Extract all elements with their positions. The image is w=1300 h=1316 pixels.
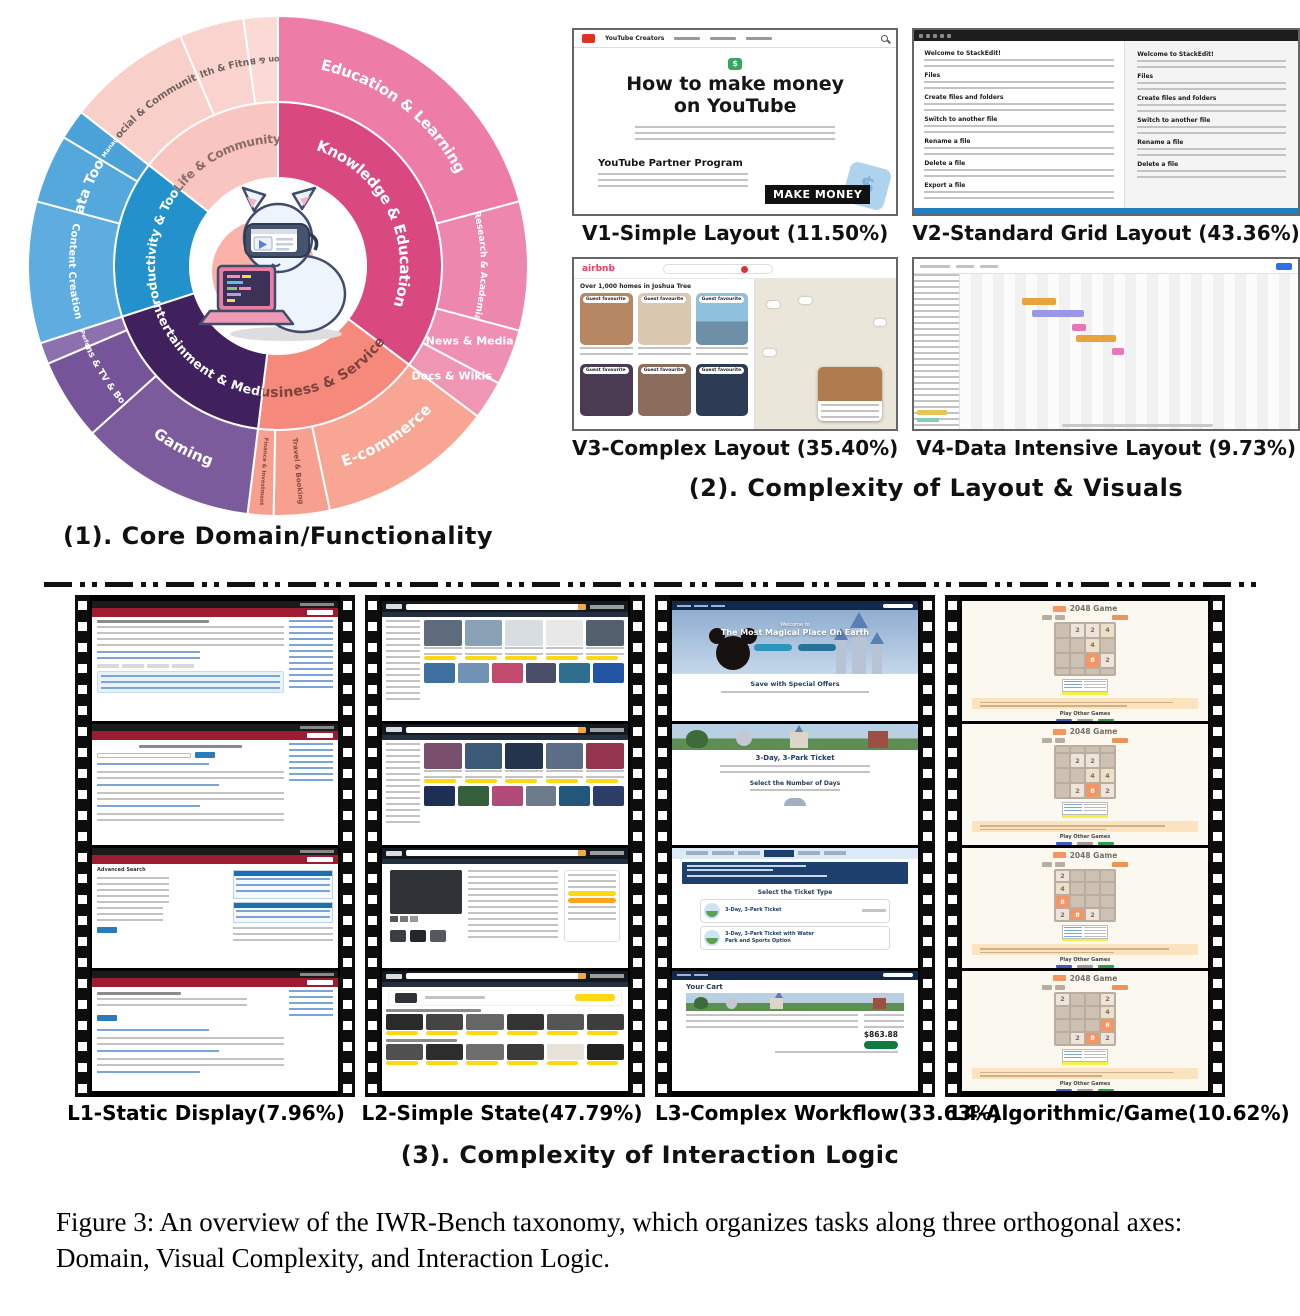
l4-label: L4-Algorithmic/Game(10.62%) bbox=[951, 1101, 1290, 1125]
mickey-mouse bbox=[709, 628, 757, 670]
screenshot-v2-stackedit: Welcome to StackEdit! Files Create files… bbox=[912, 28, 1300, 216]
gantt-timeline bbox=[960, 274, 1298, 429]
l1-frame-2 bbox=[90, 722, 340, 847]
film-sprockets bbox=[340, 595, 355, 1097]
v3-label: V3-Complex Layout (35.40%) bbox=[572, 436, 899, 460]
youtube-navbar: YouTube Creators bbox=[574, 30, 897, 48]
stackedit-editor-pane: Welcome to StackEdit! Files Create files… bbox=[914, 41, 1126, 208]
l2-label: L2-Simple State(47.79%) bbox=[361, 1101, 643, 1125]
checkout-button bbox=[864, 1040, 898, 1049]
airbnb-search-pill bbox=[662, 263, 773, 274]
l1-label: L1-Static Display(7.96%) bbox=[67, 1101, 345, 1125]
airbnb-navbar: airbnb bbox=[574, 259, 897, 279]
gantt-toolbar bbox=[914, 259, 1298, 274]
film-sprockets bbox=[1210, 595, 1225, 1097]
youtube-subheading: YouTube Partner Program bbox=[598, 157, 743, 169]
l3-frame-3: Select the Ticket Type 3-Day, 3-Park Tic… bbox=[670, 845, 920, 970]
v1-label: V1-Simple Layout (11.50%) bbox=[582, 221, 889, 245]
filmstrip-l1: Advanced Search bbox=[75, 595, 355, 1097]
film-sprockets bbox=[945, 595, 960, 1097]
ticket-icon bbox=[704, 929, 720, 946]
svg-text:Finance & Investment: Finance & Investment bbox=[258, 437, 269, 506]
svg-text:News & Media: News & Media bbox=[426, 334, 514, 347]
l1-frame-3: Advanced Search bbox=[90, 845, 340, 970]
figure-caption: Figure 3: An overview of the IWR-Bench t… bbox=[56, 1207, 1183, 1273]
ticket-icon bbox=[704, 902, 720, 919]
stackedit-preview-pane: Welcome to StackEdit! Files Create files… bbox=[1125, 41, 1298, 208]
stackedit-toolbar bbox=[914, 30, 1298, 41]
l3-frame-2: 3-Day, 3-Park Ticket Select the Number o… bbox=[670, 722, 920, 847]
sunburst-chart: Knowledge & EducationBusiness & Services… bbox=[0, 8, 529, 517]
filmstrip-l3: Welcome to The Most Magical Place On Ear… bbox=[655, 595, 935, 1097]
youtube-logo-icon bbox=[582, 34, 595, 43]
film-sprockets bbox=[365, 595, 380, 1097]
l3-frame-4: Your Cart $863.88 bbox=[670, 968, 920, 1093]
screenshot-v4-gantt bbox=[912, 257, 1300, 431]
v2-label: V2-Standard Grid Layout (43.36%) bbox=[912, 221, 1300, 245]
panel1-caption: (1). Core Domain/Functionality bbox=[62, 522, 493, 550]
airbnb-listings: Over 1,000 homes in Joshua Tree Guest fa… bbox=[574, 279, 754, 429]
youtube-title: How to make money on YouTube bbox=[626, 73, 845, 117]
youtube-intro-text bbox=[635, 125, 836, 142]
money-icon: $ bbox=[728, 58, 743, 70]
l3-frame-1: Welcome to The Most Magical Place On Ear… bbox=[670, 599, 920, 724]
stackedit-statusbar bbox=[914, 208, 1298, 214]
film-sprockets bbox=[920, 595, 935, 1097]
search-icon bbox=[881, 35, 889, 42]
airbnb-map-popup bbox=[818, 367, 883, 421]
v4-label: V4-Data Intensive Layout (9.73%) bbox=[916, 436, 1297, 460]
l2-frame-1 bbox=[380, 599, 630, 724]
film-sprockets bbox=[655, 595, 670, 1097]
svg-text:Docs & Wikis: Docs & Wikis bbox=[411, 370, 492, 383]
mascot-llama-icon bbox=[191, 181, 365, 355]
l2-frame-4 bbox=[380, 968, 630, 1093]
youtube-paragraph bbox=[598, 172, 748, 191]
panel-core-domain: Knowledge & EducationBusiness & Services… bbox=[0, 0, 556, 572]
l2-frame-2 bbox=[380, 722, 630, 847]
film-sprockets bbox=[630, 595, 645, 1097]
panel-layout-complexity: YouTube Creators $ How to make money on … bbox=[556, 0, 1300, 572]
l1-frame-1 bbox=[90, 599, 340, 724]
youtube-brand: YouTube Creators bbox=[605, 35, 665, 42]
screenshot-v1-youtube: YouTube Creators $ How to make money on … bbox=[572, 28, 899, 216]
disney-hero: Welcome to The Most Magical Place On Ear… bbox=[672, 610, 918, 674]
screenshot-v3-airbnb: airbnb Over 1,000 homes in Joshua Tree G… bbox=[572, 257, 899, 431]
airbnb-map: ​ bbox=[754, 279, 897, 429]
panel-interaction-logic: Advanced Search bbox=[0, 595, 1300, 1097]
gantt-sidebar bbox=[914, 274, 961, 429]
l3-label: L3-Complex Workflow(33.63%) bbox=[655, 1101, 1001, 1125]
film-sprockets bbox=[75, 595, 90, 1097]
make-money-badge: $ MAKE MONEY bbox=[765, 160, 894, 212]
airbnb-logo: airbnb bbox=[582, 263, 615, 274]
panel2-caption: (2). Complexity of Layout & Visuals bbox=[688, 474, 1184, 502]
l1-frame-4 bbox=[90, 968, 340, 1093]
l2-frame-3 bbox=[380, 845, 630, 970]
primary-button bbox=[1275, 262, 1292, 270]
sunburst-segment bbox=[242, 14, 279, 105]
horizontal-divider bbox=[44, 582, 1256, 587]
filmstrip-l2 bbox=[365, 595, 645, 1097]
panel3-caption: (3). Complexity of Interaction Logic bbox=[400, 1141, 900, 1169]
